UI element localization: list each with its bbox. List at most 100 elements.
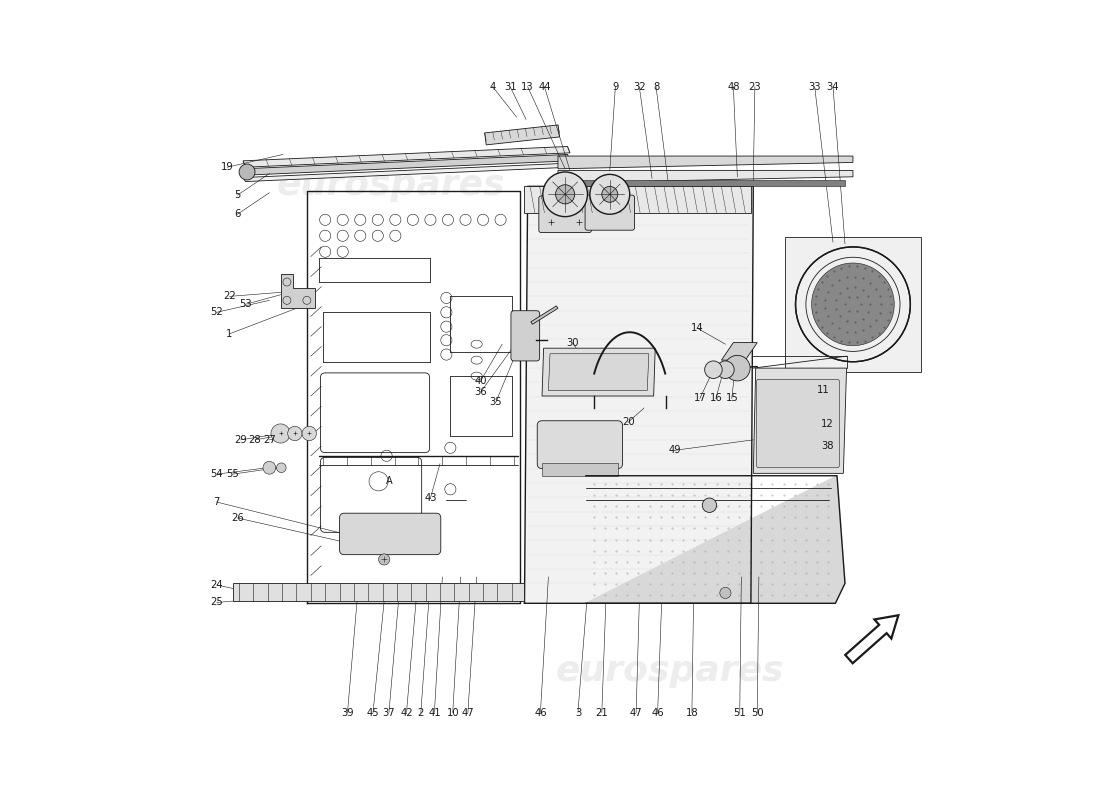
- Text: 43: 43: [425, 493, 437, 503]
- Text: 31: 31: [504, 82, 517, 92]
- Text: 54: 54: [210, 469, 223, 479]
- Text: 11: 11: [817, 386, 829, 395]
- Text: 38: 38: [822, 442, 834, 451]
- Text: 36: 36: [474, 387, 487, 397]
- Text: 20: 20: [621, 418, 635, 427]
- Circle shape: [263, 462, 276, 474]
- Circle shape: [719, 587, 732, 598]
- Circle shape: [602, 186, 618, 202]
- Text: 51: 51: [734, 707, 746, 718]
- Text: 17: 17: [693, 394, 706, 403]
- FancyBboxPatch shape: [757, 379, 839, 468]
- Text: 4: 4: [490, 82, 496, 92]
- Circle shape: [716, 361, 734, 378]
- Text: 42: 42: [400, 707, 412, 718]
- Polygon shape: [233, 583, 525, 601]
- Circle shape: [542, 172, 587, 217]
- Circle shape: [302, 426, 317, 441]
- Text: 1: 1: [227, 329, 233, 339]
- Polygon shape: [525, 186, 754, 603]
- Polygon shape: [243, 163, 570, 182]
- Text: 12: 12: [821, 419, 834, 429]
- Text: 46: 46: [535, 707, 547, 718]
- Bar: [542, 463, 618, 476]
- Polygon shape: [722, 342, 757, 360]
- Text: eurospares: eurospares: [276, 168, 505, 202]
- Text: 47: 47: [462, 707, 474, 718]
- Circle shape: [239, 164, 255, 180]
- Text: 26: 26: [231, 513, 244, 523]
- Polygon shape: [243, 154, 570, 175]
- Circle shape: [271, 424, 290, 443]
- Polygon shape: [280, 274, 315, 308]
- FancyBboxPatch shape: [340, 514, 441, 554]
- Text: 35: 35: [490, 398, 502, 407]
- Text: 33: 33: [808, 82, 821, 92]
- Polygon shape: [586, 476, 845, 603]
- Text: 46: 46: [651, 707, 664, 718]
- Polygon shape: [485, 125, 560, 145]
- Circle shape: [812, 263, 894, 346]
- Text: 15: 15: [725, 394, 738, 403]
- Text: 21: 21: [595, 707, 608, 718]
- Circle shape: [705, 361, 723, 378]
- Text: 22: 22: [223, 291, 235, 302]
- Text: 18: 18: [685, 707, 698, 718]
- Circle shape: [378, 554, 389, 565]
- Text: 55: 55: [227, 469, 239, 479]
- Text: 25: 25: [210, 598, 223, 607]
- Text: 7: 7: [213, 497, 220, 507]
- Polygon shape: [549, 354, 649, 390]
- Text: 41: 41: [428, 707, 441, 718]
- Text: 37: 37: [383, 707, 395, 718]
- Text: 8: 8: [653, 82, 659, 92]
- FancyBboxPatch shape: [537, 421, 623, 469]
- Text: 10: 10: [447, 707, 459, 718]
- Text: 14: 14: [691, 323, 704, 334]
- FancyBboxPatch shape: [510, 310, 540, 361]
- Text: 2: 2: [418, 707, 424, 718]
- Circle shape: [702, 498, 716, 513]
- Text: 53: 53: [239, 299, 252, 310]
- Text: 24: 24: [210, 580, 223, 590]
- Text: 29: 29: [234, 435, 248, 445]
- Text: 23: 23: [749, 82, 761, 92]
- FancyBboxPatch shape: [585, 195, 635, 230]
- Text: 49: 49: [669, 446, 682, 455]
- Polygon shape: [531, 306, 558, 324]
- FancyArrow shape: [845, 615, 899, 663]
- Text: 47: 47: [630, 707, 642, 718]
- Circle shape: [556, 185, 574, 204]
- Text: 6: 6: [234, 210, 241, 219]
- Circle shape: [288, 426, 302, 441]
- Polygon shape: [243, 146, 570, 167]
- Text: 27: 27: [263, 435, 276, 445]
- Text: 28: 28: [249, 435, 262, 445]
- Polygon shape: [754, 368, 847, 474]
- Text: 45: 45: [366, 707, 379, 718]
- Text: 32: 32: [632, 82, 646, 92]
- Circle shape: [276, 463, 286, 473]
- Text: 19: 19: [221, 162, 233, 172]
- Text: 5: 5: [234, 190, 241, 200]
- Text: eurospares: eurospares: [556, 654, 784, 688]
- Text: 48: 48: [727, 82, 739, 92]
- Polygon shape: [542, 348, 656, 396]
- Text: A: A: [386, 476, 393, 486]
- Text: 40: 40: [474, 376, 487, 386]
- Circle shape: [590, 174, 629, 214]
- Polygon shape: [569, 180, 845, 186]
- Polygon shape: [558, 156, 852, 169]
- Text: 9: 9: [613, 82, 618, 92]
- Text: 34: 34: [827, 82, 839, 92]
- Text: 30: 30: [566, 338, 579, 347]
- Text: 3: 3: [575, 707, 581, 718]
- Polygon shape: [525, 186, 751, 213]
- Text: 52: 52: [210, 307, 223, 318]
- Bar: [785, 237, 921, 372]
- Text: 44: 44: [538, 82, 551, 92]
- Text: 50: 50: [751, 707, 763, 718]
- Circle shape: [725, 355, 750, 381]
- Text: 13: 13: [521, 82, 534, 92]
- FancyBboxPatch shape: [539, 196, 592, 233]
